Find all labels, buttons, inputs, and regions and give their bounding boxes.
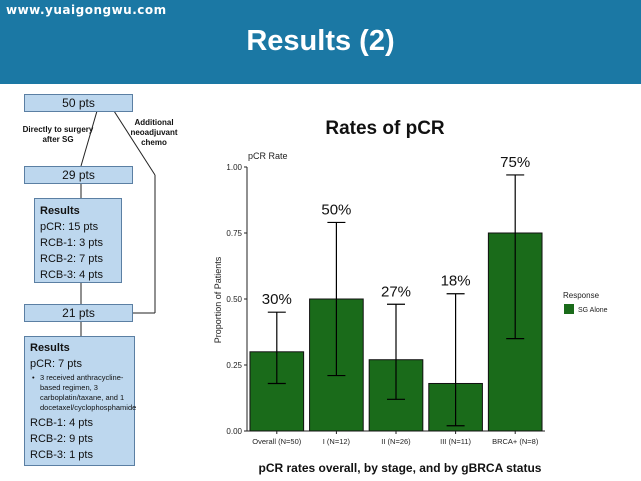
x-tick-label: BRCA+ (N=8) xyxy=(492,437,539,446)
results-line: pCR: 15 pts xyxy=(40,221,99,233)
legend-swatch xyxy=(564,304,574,314)
results-title: Results xyxy=(30,342,70,354)
y-axis-label: Proportion of Patients xyxy=(213,256,223,343)
results-title: Results xyxy=(40,205,80,217)
x-axis-label: pCR rates overall, by stage, and by gBRC… xyxy=(259,461,542,475)
data-label: 75% xyxy=(500,154,530,171)
flow-count: 50 pts xyxy=(62,96,95,110)
flow-connectors xyxy=(80,110,156,336)
chemo-regimen-note: 3 received anthracycline-based regimen, … xyxy=(30,373,136,413)
chart-title: Rates of pCR xyxy=(325,118,445,139)
flow-box-50-pts: 50 pts xyxy=(24,94,133,112)
pcr-bar-chart: Rates of pCR pCR Rate Proportion of Pati… xyxy=(213,118,608,475)
flow-count: 21 pts xyxy=(62,306,95,320)
x-tick-label: III (N=11) xyxy=(440,437,471,446)
results-line: RCB-3: 1 pts xyxy=(30,449,93,461)
results-line: RCB-2: 9 pts xyxy=(30,433,93,445)
results-box-chemo: Results pCR: 7 pts 3 received anthracycl… xyxy=(24,336,136,466)
data-label: 27% xyxy=(381,283,411,300)
title-bar: www.yuaigongwu.com Results (2) xyxy=(0,0,641,84)
y-tick-label: 1.00 xyxy=(226,163,242,172)
flow-box-21-pts: 21 pts xyxy=(24,304,133,322)
y-tick-label: 0.50 xyxy=(226,295,242,304)
chart-subtitle: pCR Rate xyxy=(248,151,288,161)
y-tick-label: 0.75 xyxy=(226,229,242,238)
results-box-surgery: Results pCR: 15 pts RCB-1: 3 pts RCB-2: … xyxy=(34,198,122,283)
x-tick-label: I (N=12) xyxy=(323,437,351,446)
legend-entry: SG Alone xyxy=(578,307,608,314)
legend-title: Response xyxy=(563,291,600,300)
x-tick-label: II (N=26) xyxy=(381,437,411,446)
results-line: RCB-2: 7 pts xyxy=(40,253,103,265)
data-label: 50% xyxy=(321,201,351,218)
y-tick-label: 0.25 xyxy=(226,361,242,370)
y-tick-label: 0.00 xyxy=(226,427,242,436)
flow-count: 29 pts xyxy=(62,168,95,182)
results-line: RCB-1: 4 pts xyxy=(30,417,93,429)
label-direct-surgery: Directly to surgery after SG xyxy=(22,125,94,144)
watermark: www.yuaigongwu.com xyxy=(6,3,167,17)
slide-title: Results (2) xyxy=(246,25,395,57)
flow-box-29-pts: 29 pts xyxy=(24,166,133,184)
results-pcr: pCR: 7 pts xyxy=(30,358,82,370)
x-tick-label: Overall (N=50) xyxy=(252,437,301,446)
label-neoadjuvant: Additional neoadjuvant chemo xyxy=(130,118,178,147)
results-line: RCB-3: 4 pts xyxy=(40,269,103,281)
data-label: 18% xyxy=(441,273,471,290)
data-label: 30% xyxy=(262,291,292,308)
results-line: RCB-1: 3 pts xyxy=(40,237,103,249)
